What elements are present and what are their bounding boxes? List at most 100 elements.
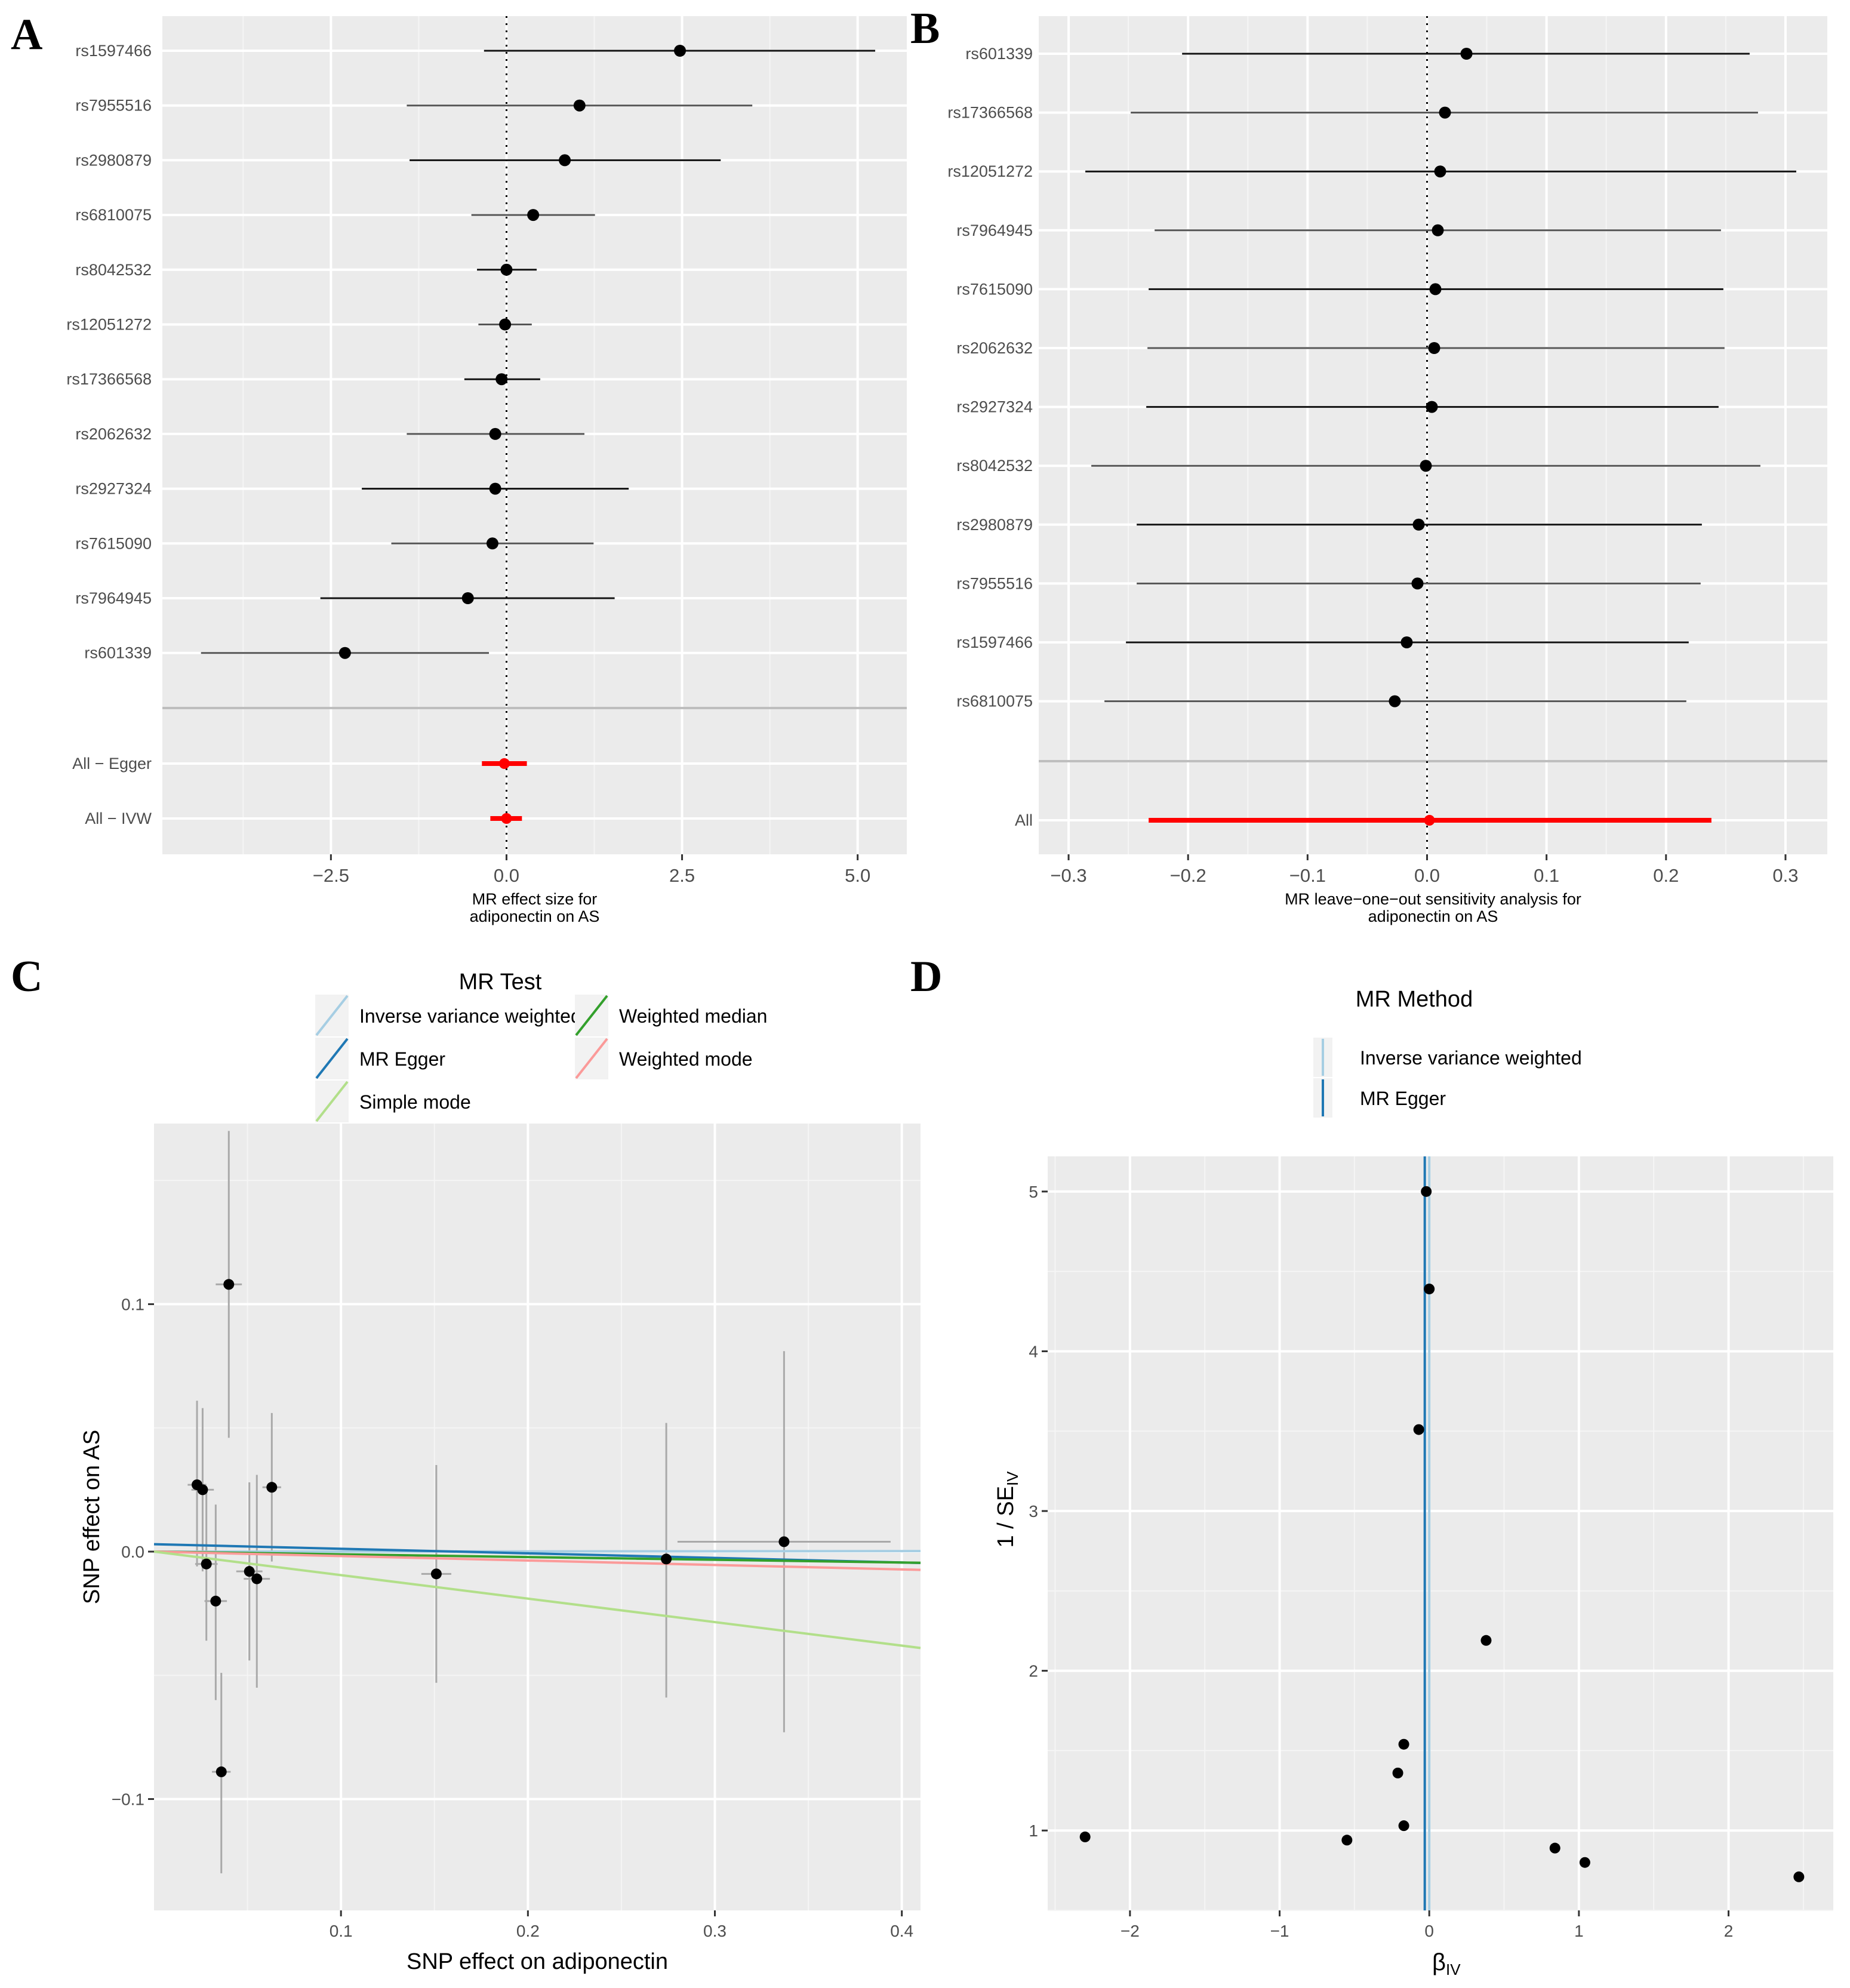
panel-label-d: D: [910, 952, 942, 1001]
summary-estimate: [498, 758, 510, 769]
snp-point: [244, 1566, 255, 1577]
panel-c-scatter-plot: 0.1 0.2 0.3 0.4 −0.1 0.0 0.1 SNP effect on adip…: [79, 970, 921, 1974]
plot-background: [1039, 16, 1827, 854]
snp-point: [778, 1536, 790, 1547]
snp-estimate: [489, 482, 501, 495]
panel-label-a: A: [11, 10, 42, 59]
panel-a-forest-plot: rs1597466 rs7955516 rs2980879 rs6810075 rs80…: [66, 16, 907, 925]
snp-estimate: [461, 592, 474, 604]
snp-estimate: [338, 647, 351, 659]
snp-label: rs1597466: [956, 633, 1033, 651]
legend-key-line: [315, 1038, 349, 1079]
snp-point: [223, 1279, 235, 1290]
snp-estimate: [573, 99, 586, 112]
x-tick-label: 2: [1724, 1922, 1734, 1940]
plot-background: [162, 16, 907, 854]
snp-point: [210, 1595, 221, 1607]
snp-label: rs601339: [84, 644, 152, 662]
snp-label: rs8042532: [956, 457, 1033, 475]
x-tick-label: 0.2: [1653, 865, 1679, 886]
x-tick-label: 0.4: [890, 1922, 913, 1940]
x-tick-label: −0.2: [1170, 865, 1206, 886]
snp-point: [1413, 1424, 1424, 1435]
summary-estimate: [1424, 815, 1435, 826]
x-tick-label: 5.0: [845, 865, 870, 886]
snp-label: rs1597466: [75, 42, 152, 60]
x-tick-label: 0.0: [494, 865, 519, 886]
panel-d-funnel-plot: −2 −1 0 1 2 1 2 3 4 5 βIV 1 / SEIV MR Method Inverse …: [993, 987, 1833, 1978]
snp-label: rs17366568: [66, 370, 152, 388]
snp-point: [1424, 1284, 1435, 1295]
snp-estimate: [1428, 342, 1440, 354]
snp-point: [1793, 1871, 1805, 1882]
snp-point: [430, 1568, 442, 1580]
x-tick-label: 0.1: [330, 1922, 353, 1940]
snp-label: rs2980879: [75, 151, 152, 169]
snp-point: [251, 1573, 263, 1584]
summary-label: All: [1015, 811, 1033, 829]
snp-estimate: [1411, 577, 1424, 590]
snp-estimate: [499, 318, 512, 331]
snp-label: rs2062632: [75, 425, 152, 443]
snp-label: rs2927324: [956, 398, 1033, 416]
snp-point: [1079, 1831, 1091, 1842]
y-tick-label: 3: [1029, 1502, 1038, 1521]
snp-estimate: [1412, 518, 1425, 531]
x-axis-title: MR leave−one−out sensitivity analysis fo…: [1285, 890, 1581, 908]
y-axis-title: 1 / SEIV: [993, 1471, 1021, 1548]
snp-label: rs8042532: [75, 261, 152, 279]
snp-label: rs2980879: [956, 516, 1033, 534]
snp-estimate: [1434, 165, 1446, 178]
legend-mr-test: MR Test Inverse variance weighted Weighted…: [315, 970, 767, 1122]
summary-label: All − Egger: [72, 755, 152, 773]
snp-label: rs12051272: [66, 316, 152, 334]
snp-label: rs7955516: [956, 574, 1033, 592]
x-tick-label: −0.3: [1050, 865, 1086, 886]
summary-label: All − IVW: [85, 810, 152, 827]
snp-estimate: [1429, 283, 1442, 296]
legend-key-line: [575, 995, 608, 1036]
snp-label: rs7615090: [956, 280, 1033, 298]
y-tick-label: 4: [1029, 1342, 1038, 1361]
snp-point: [1341, 1835, 1353, 1846]
snp-estimate: [1426, 401, 1438, 413]
x-tick-label: 0.2: [516, 1922, 540, 1940]
legend-label: Weighted median: [619, 1005, 767, 1027]
legend-label: MR Egger: [359, 1048, 445, 1070]
summary-estimate: [501, 813, 512, 824]
y-tick-label: 1: [1029, 1821, 1038, 1840]
legend-label: MR Egger: [1360, 1088, 1446, 1109]
snp-point: [1480, 1635, 1492, 1646]
legend-mr-method: MR Method Inverse variance weighted MR Egg…: [1313, 987, 1582, 1118]
x-axis-title: adiponectin on AS: [470, 907, 600, 925]
y-tick-label: 2: [1029, 1662, 1038, 1681]
legend-label: Inverse variance weighted: [1360, 1047, 1582, 1069]
x-tick-label: −1: [1270, 1922, 1289, 1940]
y-tick-label: 0.0: [121, 1543, 144, 1561]
legend-label: Inverse variance weighted: [359, 1005, 581, 1027]
snp-label: rs17366568: [947, 104, 1033, 122]
snp-point: [197, 1484, 208, 1495]
snp-label: rs6810075: [956, 693, 1033, 710]
x-axis-title: βIV: [1432, 1949, 1461, 1978]
panel-label-b: B: [910, 4, 940, 53]
snp-point: [216, 1766, 227, 1777]
legend-title: MR Method: [1356, 987, 1473, 1012]
x-tick-label: 1: [1574, 1922, 1584, 1940]
snp-label: rs2927324: [75, 480, 152, 498]
x-tick-label: 2.5: [669, 865, 695, 886]
snp-label: rs601339: [965, 45, 1033, 63]
panel-b-leave-one-out-plot: rs601339 rs17366568 rs12051272 rs7964945 rs7…: [947, 16, 1827, 925]
snp-label: rs2062632: [956, 339, 1033, 357]
snp-estimate: [674, 45, 687, 57]
x-tick-label: −2: [1121, 1922, 1140, 1940]
snp-point: [661, 1553, 672, 1565]
snp-label: rs7955516: [75, 97, 152, 115]
snp-point: [201, 1558, 212, 1570]
snp-estimate: [1460, 48, 1473, 60]
y-axis-title: SNP effect on AS: [79, 1430, 104, 1604]
legend-title: MR Test: [459, 970, 542, 995]
snp-label: rs6810075: [75, 206, 152, 224]
x-tick-label: 0: [1424, 1922, 1434, 1940]
